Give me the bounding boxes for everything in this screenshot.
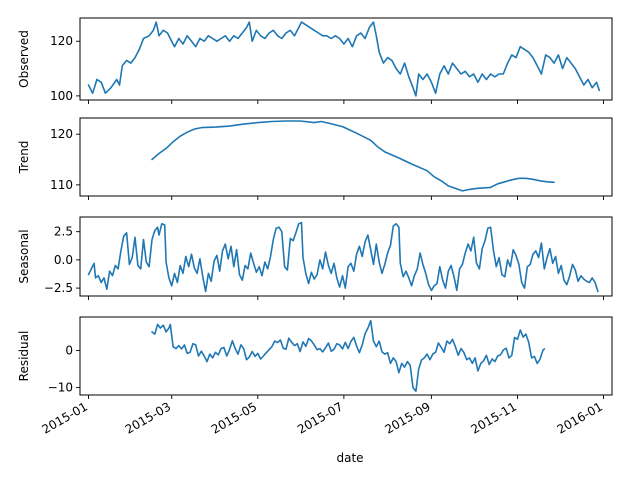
trend-y-tick-label: 110 — [50, 178, 73, 192]
seasonal-y-tick-label: 2.5 — [54, 225, 73, 239]
x-tick-label: 2015-09 — [382, 399, 432, 436]
residual-axes-frame — [79, 316, 613, 396]
x-tick-label: 2015-01 — [40, 399, 90, 436]
x-tick-labels: 2015-01 2015-03 2015-05 2015-07 2015-09 2015-… — [40, 399, 605, 436]
observed-y-tick-label: 100 — [50, 89, 73, 103]
x-axis-title-group: date — [336, 451, 363, 465]
observed-y-tick-label: 120 — [50, 34, 73, 48]
seasonal-panel: 2.5 0.0 −2.5 Seasonal — [17, 216, 613, 300]
x-tick-label: 2016-01 — [555, 399, 605, 436]
seasonal-axes-frame — [79, 216, 613, 297]
residual-y-axis-title: Residual — [17, 331, 31, 382]
observed-y-axis-title: Observed — [17, 30, 31, 88]
seasonal-y-tick-label: −2.5 — [44, 281, 73, 295]
residual-y-tick-label: 0 — [65, 343, 73, 357]
seasonal-y-tick-label: 0.0 — [54, 253, 73, 267]
seasonal-y-axis-title: Seasonal — [17, 229, 31, 283]
trend-y-tick-label: 120 — [50, 127, 73, 141]
x-tick-label: 2015-07 — [295, 399, 345, 436]
trend-axes-frame — [79, 117, 613, 197]
x-tick-label: 2015-03 — [123, 399, 173, 436]
residual-series-line — [151, 319, 546, 393]
x-tick-label: 2015-05 — [209, 399, 259, 436]
observed-series-line — [87, 21, 601, 97]
residual-y-tick-label: −10 — [48, 381, 73, 395]
observed-panel: 100 120 Observed — [17, 17, 613, 104]
observed-axes-frame — [79, 17, 613, 101]
x-axis-title: date — [336, 451, 363, 465]
trend-series-line — [151, 120, 555, 192]
trend-panel: 110 120 Trend — [17, 117, 613, 200]
trend-y-axis-title: Trend — [17, 141, 31, 175]
residual-panel: 0 −10 Residual — [17, 316, 613, 399]
x-tick-label: 2015-11 — [469, 399, 519, 436]
seasonal-series-line — [87, 221, 599, 293]
